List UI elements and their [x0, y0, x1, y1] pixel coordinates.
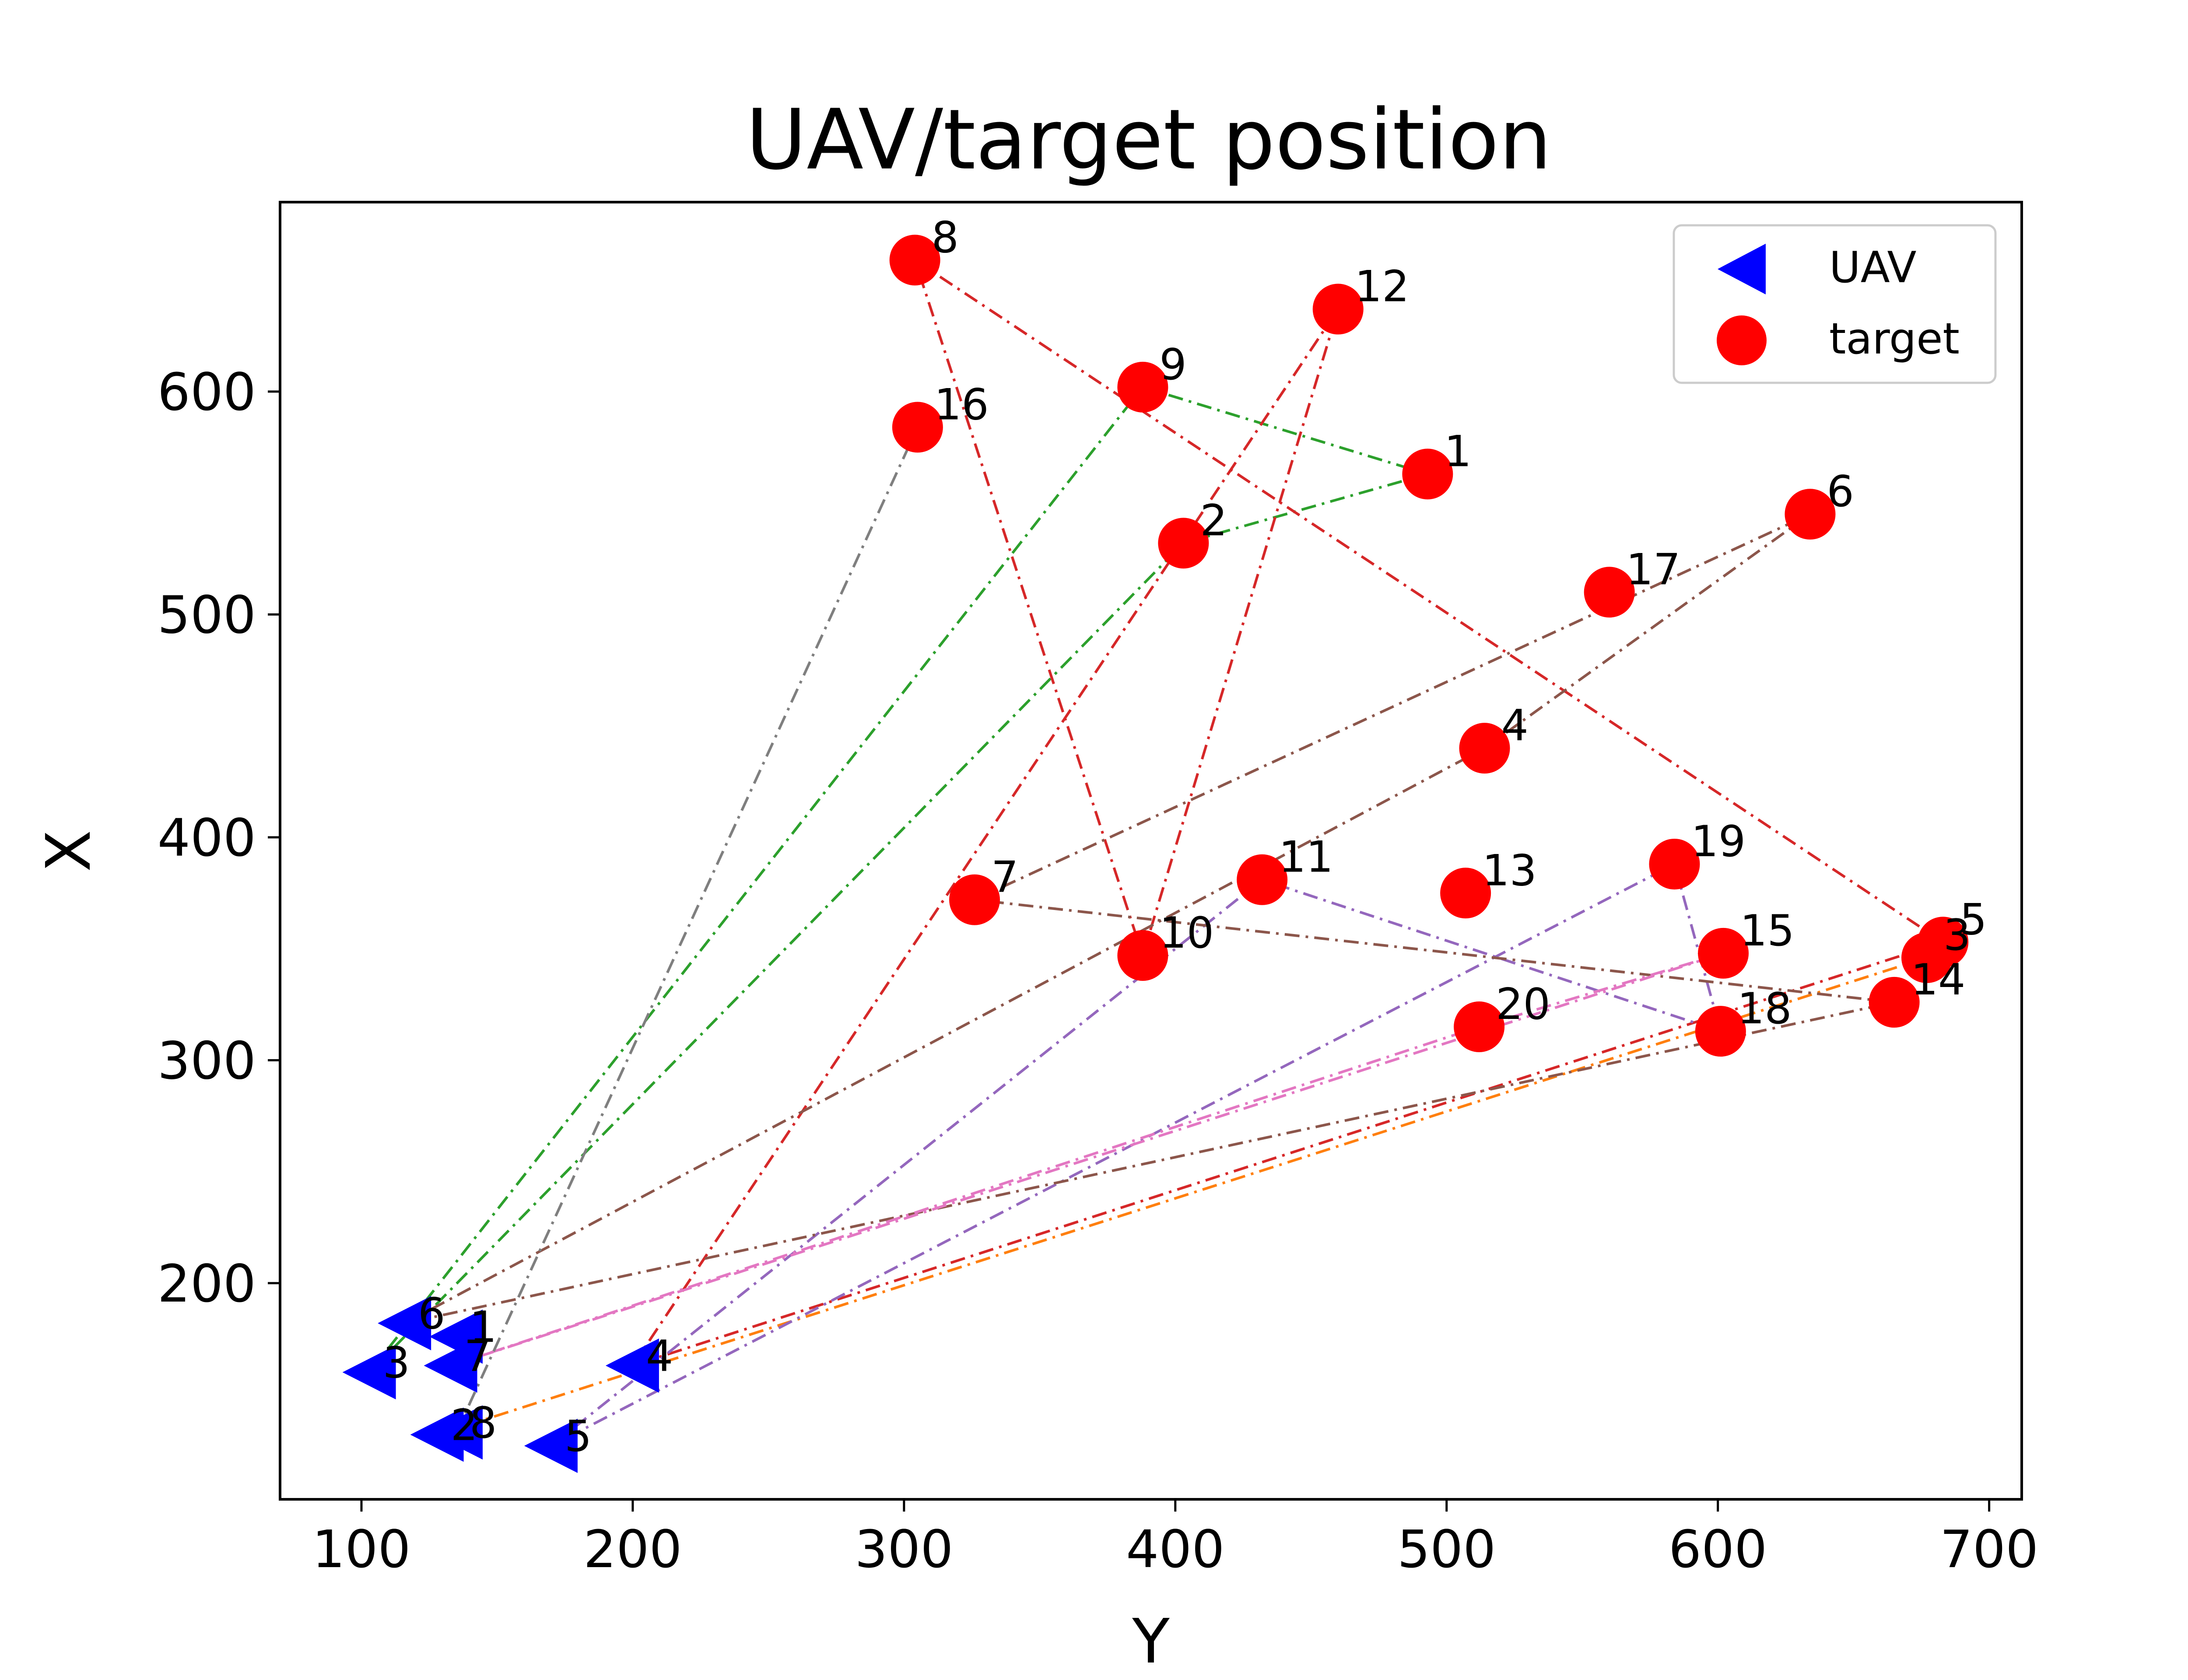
chart-title: UAV/target position	[746, 91, 1552, 188]
uav-point-label: 3	[383, 1338, 410, 1388]
x-tick-label: 300	[855, 1519, 953, 1579]
uav-point	[424, 1338, 477, 1393]
x-tick-label: 400	[1126, 1519, 1224, 1579]
target-point-label: 9	[1159, 340, 1186, 390]
target-point-label: 11	[1279, 833, 1333, 882]
axis-ticks: 100 200 300 400 500 600 700 200 300 400 500 600	[158, 362, 2038, 1579]
target-point-label: 7	[991, 853, 1018, 903]
x-tick-label: 700	[1940, 1519, 2038, 1579]
uav-point	[524, 1418, 578, 1473]
target-point	[1158, 518, 1209, 569]
uav-point-label: 1	[470, 1302, 497, 1352]
target-point-label: 3	[1943, 910, 1971, 960]
target-point	[889, 234, 940, 286]
target-point	[1459, 723, 1510, 774]
uav-point	[342, 1345, 396, 1400]
target-point-label: 19	[1691, 817, 1746, 867]
uav-8-route	[455, 427, 919, 1433]
target-point-label: 18	[1737, 984, 1792, 1034]
target-point	[1695, 1006, 1746, 1057]
legend-target-label: target	[1829, 314, 1960, 364]
target-point	[1117, 361, 1168, 413]
target-point-label: 1	[1444, 427, 1471, 477]
target-point	[1237, 854, 1288, 905]
target-point	[1649, 839, 1700, 890]
target-point-label: 8	[932, 213, 959, 262]
target-point	[1698, 928, 1749, 979]
target-point	[1869, 976, 1920, 1028]
uav-2-route	[437, 956, 1927, 1436]
x-tick-label: 500	[1397, 1519, 1496, 1579]
y-axis-label: X	[33, 830, 105, 872]
uav-point-label: 6	[418, 1289, 445, 1339]
uav-point-label: 2	[451, 1400, 478, 1450]
uav-point	[429, 1405, 483, 1460]
x-tick-label: 200	[583, 1519, 682, 1579]
y-tick-label: 500	[158, 584, 256, 645]
uav-point-label: 7	[464, 1331, 491, 1381]
target-point-label: 6	[1827, 467, 1854, 517]
x-tick-label: 600	[1669, 1519, 1767, 1579]
target-point-label: 20	[1496, 980, 1550, 1029]
target-point-label: 4	[1501, 701, 1529, 751]
x-tick-label: 100	[312, 1519, 410, 1579]
target-point	[1117, 930, 1168, 981]
y-tick-label: 600	[158, 362, 256, 422]
target-point-label: 14	[1911, 955, 1966, 1005]
target-point-label: 2	[1200, 496, 1227, 546]
x-axis-label: Y	[1132, 1606, 1170, 1677]
uav-point-label: 5	[565, 1412, 592, 1462]
target-point-label: 16	[934, 380, 989, 430]
uav-point	[605, 1338, 659, 1393]
target-point-label: 5	[1960, 895, 1987, 945]
y-tick-label: 200	[158, 1253, 256, 1314]
target-point-label: 10	[1159, 908, 1214, 958]
plot-frame	[279, 201, 2023, 1501]
uav-point-label: 8	[470, 1398, 497, 1448]
target-point-label: 17	[1626, 545, 1681, 595]
legend-uav-marker	[1718, 244, 1766, 294]
target-point	[1584, 567, 1635, 618]
target-point	[1785, 489, 1836, 540]
uav-point-label: 4	[646, 1331, 673, 1381]
target-point-label: 13	[1482, 846, 1537, 896]
legend-uav-label: UAV	[1829, 243, 1917, 293]
y-tick-label: 400	[158, 808, 256, 868]
legend: UAV target	[1673, 224, 1997, 384]
uav-point	[378, 1296, 431, 1351]
target-point	[1454, 1001, 1505, 1052]
legend-target-marker	[1717, 315, 1767, 365]
target-point	[1402, 448, 1453, 500]
target-point	[1918, 917, 1969, 968]
y-tick-label: 300	[158, 1030, 256, 1091]
target-point	[949, 874, 1000, 925]
target-point-label: 15	[1740, 906, 1795, 956]
uav-7-route	[450, 952, 1725, 1367]
target-point-label: 12	[1355, 262, 1410, 312]
target-point	[892, 402, 943, 453]
uav-6-route	[404, 513, 1896, 1325]
target-point	[1312, 284, 1364, 335]
target-point	[1440, 868, 1491, 919]
